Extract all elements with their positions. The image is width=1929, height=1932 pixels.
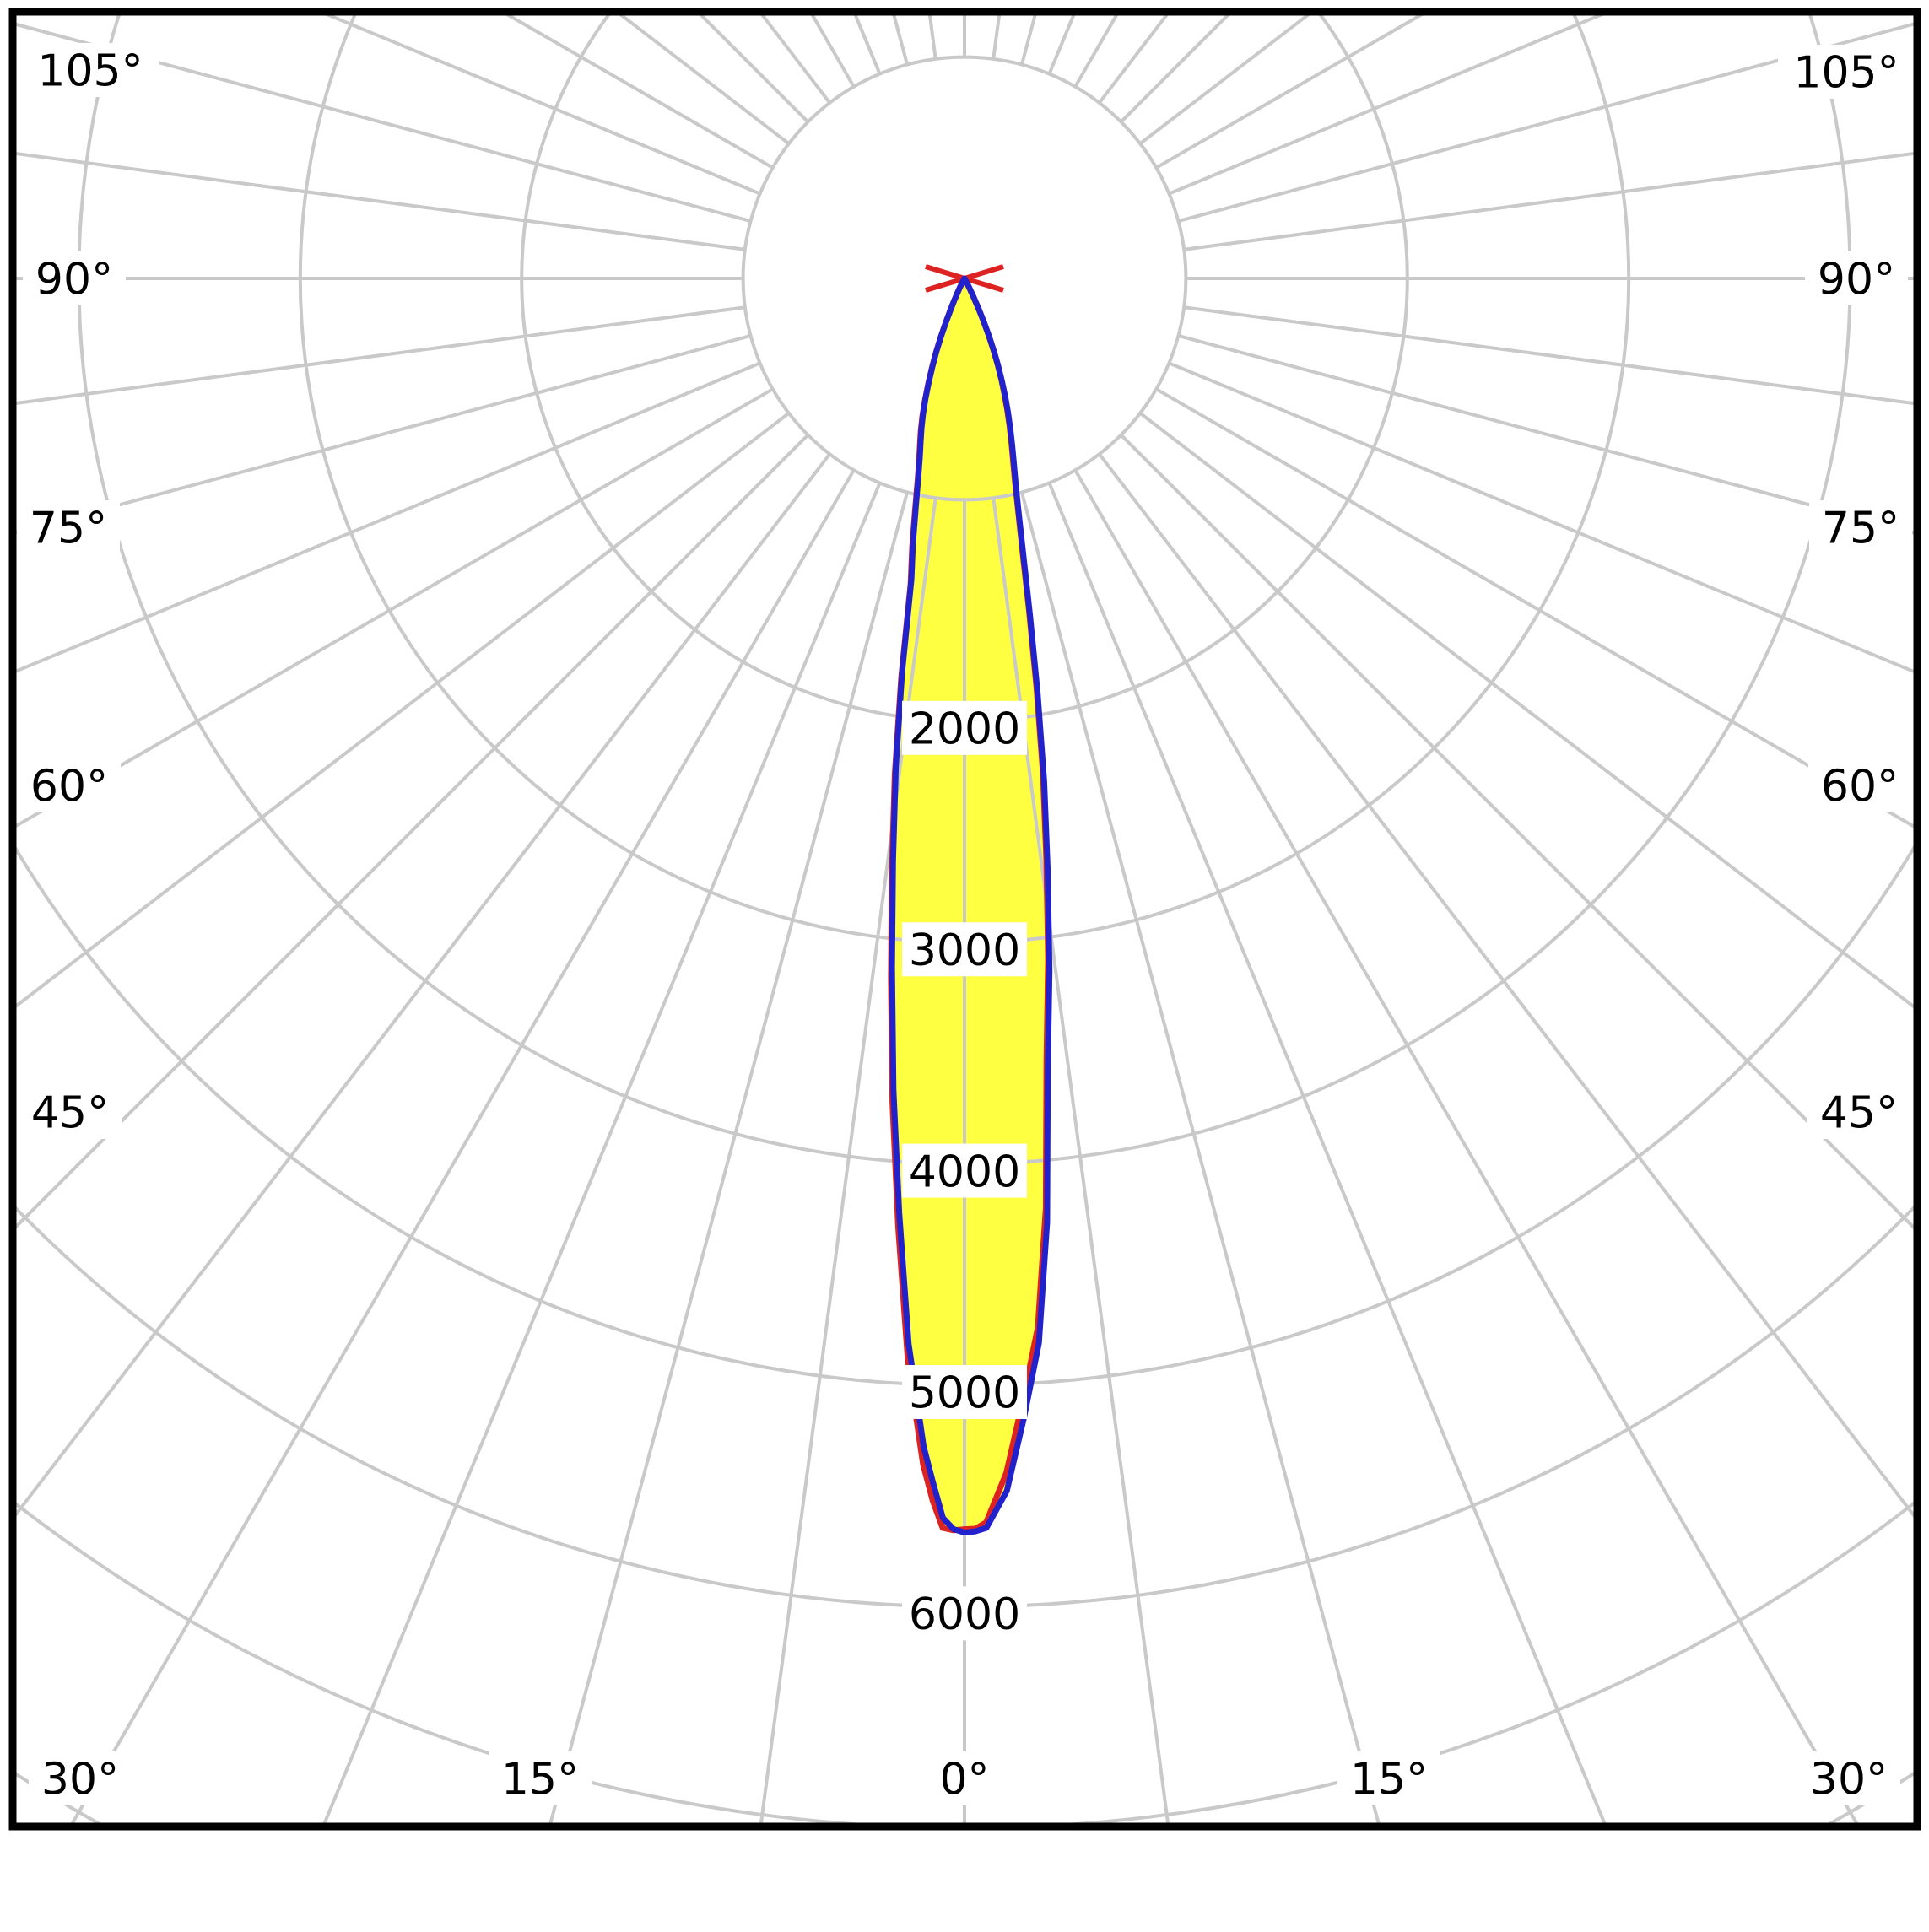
ring-label-3000: 3000 [909,926,1020,976]
angle-label-bottom-30-left-halo [29,1751,132,1805]
angle-label-right-105-halo [1778,45,1915,99]
angle-label-left-45-halo [19,1085,122,1139]
angle-label-left-75-halo [17,500,120,554]
grid-spoke-262.5 [13,151,746,251]
grid-spoke-82.5 [1183,305,1917,406]
angle-label-left-60-halo [18,758,121,812]
beam-fill [892,278,1050,1533]
grid-spoke-67.5 [1168,361,1917,675]
grid-spoke-60 [1155,387,1917,831]
angle-label-bottom-30-right-halo [1797,1751,1900,1805]
grid-spoke-97.5 [1183,151,1917,251]
grid-spoke-247.5 [316,12,761,196]
angle-label-bottom-15-left-halo [489,1751,592,1805]
chart-frame [8,8,1921,1831]
angle-label-right-105: 105° [1793,48,1899,99]
grid-spoke-330 [68,469,856,1827]
angle-label-left-90: 90° [35,255,113,305]
grid-spoke-337.5 [321,482,882,1827]
grid-spoke-300 [13,387,774,830]
grid-spoke-285 [13,333,752,536]
grid-spoke-255 [13,21,752,224]
ring-label-6000-halo [902,1586,1027,1641]
grid-spoke-307.5 [13,412,791,1012]
angle-label-right-75-halo [1809,500,1912,554]
grid-spoke-7.5 [992,497,1170,1827]
ring-label-2000: 2000 [909,704,1020,755]
labels-layer: 105° 90° 75° 60° 45° 30° 15° 0° 15° 30° 45° 60° 75° 9… [17,43,1915,1805]
grid-spoke-15 [1019,491,1381,1827]
grid-spoke-322.5 [13,452,831,1522]
angle-label-right-90: 90° [1818,255,1895,305]
angle-label-bottom-0: 0° [939,1755,989,1805]
angle-label-right-75: 75° [1822,504,1899,554]
angle-label-left-75: 75° [30,504,107,554]
angle-label-right-45: 45° [1820,1088,1898,1139]
grid-spoke-75 [1177,333,1917,536]
angle-label-bottom-15-left: 15° [501,1755,579,1805]
grid-spoke-37.5 [1098,452,1917,1523]
grid-spoke-277.5 [13,305,746,406]
angle-label-left-105-halo [22,43,159,97]
angle-label-left-105: 105° [37,46,143,97]
angle-label-right-60: 60° [1821,762,1899,812]
ring-label-5000: 5000 [909,1368,1020,1419]
grid-spoke-292.5 [13,361,761,675]
grid-spoke-22.5 [1047,482,1608,1827]
ring-label-6000: 6000 [909,1589,1020,1640]
angle-label-right-60-halo [1808,758,1911,812]
angle-label-right-45-halo [1807,1085,1910,1139]
ring-label-4000: 4000 [909,1147,1020,1197]
ring-label-4000-halo [902,1143,1027,1198]
angle-label-bottom-15-right-halo [1337,1751,1440,1805]
ring-label-3000-halo [902,922,1027,977]
angle-label-left-90-halo [23,251,126,305]
grid-spoke-112.5 [1168,12,1613,196]
angle-label-left-45: 45° [31,1088,109,1139]
ring-label-2000-halo [902,700,1027,755]
angle-label-bottom-15-right: 15° [1350,1755,1428,1805]
angle-label-bottom-30-left: 30° [41,1755,119,1805]
grid-spoke-105 [1177,21,1917,224]
angle-label-bottom-30-right: 30° [1810,1755,1888,1805]
grid-spoke-30 [1073,469,1861,1827]
grid-spoke-52.5 [1138,412,1917,1012]
angle-label-right-90-halo [1805,251,1908,305]
intensity-curve-blue [889,275,1053,1535]
ring-label-5000-halo [902,1365,1027,1419]
grid-spoke-345 [548,491,910,1827]
angle-label-bottom-0-halo [928,1751,1001,1805]
angle-label-left-60: 60° [30,762,108,812]
